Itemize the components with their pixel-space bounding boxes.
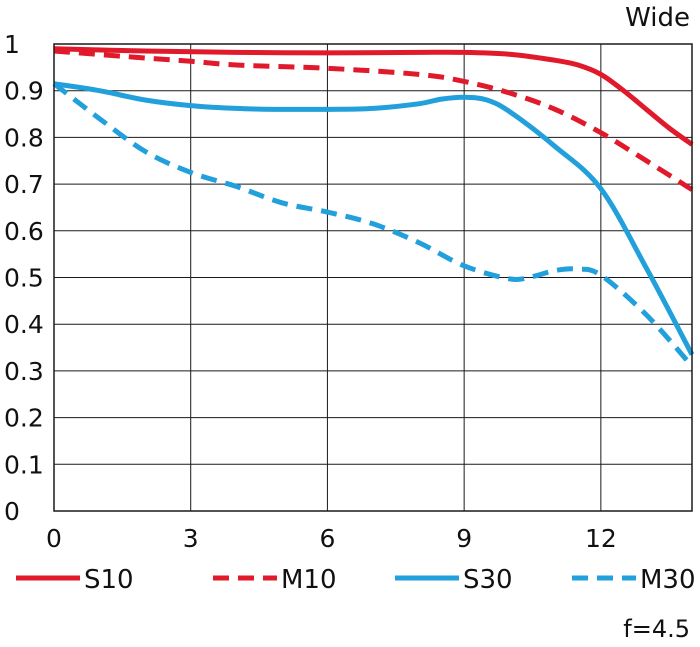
aperture-note: f=4.5 [623,615,690,643]
y-tick-label: 0.9 [4,77,44,106]
series-line-s30 [53,81,695,356]
x-tick-label: 9 [456,524,472,553]
legend-label-s30: S30 [463,565,513,595]
x-tick-label: 0 [46,524,62,553]
y-tick-label: 0.7 [4,170,44,199]
y-tick-label: 0.3 [4,357,44,386]
tick-labels: 0 0.1 0.2 0.3 0.4 0.5 0.6 0.7 0.8 0.9 1 0 3 6 9 12 [4,30,617,553]
x-tick-label: 3 [183,524,199,553]
x-tick-label: 12 [585,524,617,553]
y-tick-label: 0.8 [4,123,44,152]
plot-border [53,43,693,512]
legend: S10 M10 S30 M30 [16,565,696,595]
y-tick-label: 0.4 [4,310,44,339]
y-tick-label: 0.6 [4,217,44,246]
legend-label-m30: M30 [640,565,696,595]
y-tick-label: 0 [4,497,20,526]
series-line-m10 [53,48,694,192]
y-tick-label: 0.2 [4,404,44,433]
series-line-m30 [52,81,694,368]
series-line-s10 [53,46,694,147]
y-tick-label: 0.1 [4,450,44,479]
series-lines [52,46,695,368]
plot-frame [53,43,693,512]
legend-label-m10: M10 [281,565,337,595]
x-tick-label: 6 [319,524,335,553]
legend-label-s10: S10 [84,565,134,595]
chart-title: Wide [625,3,690,33]
y-tick-label: 1 [4,30,20,59]
grid-lines [53,43,692,512]
y-tick-label: 0.5 [4,264,44,293]
